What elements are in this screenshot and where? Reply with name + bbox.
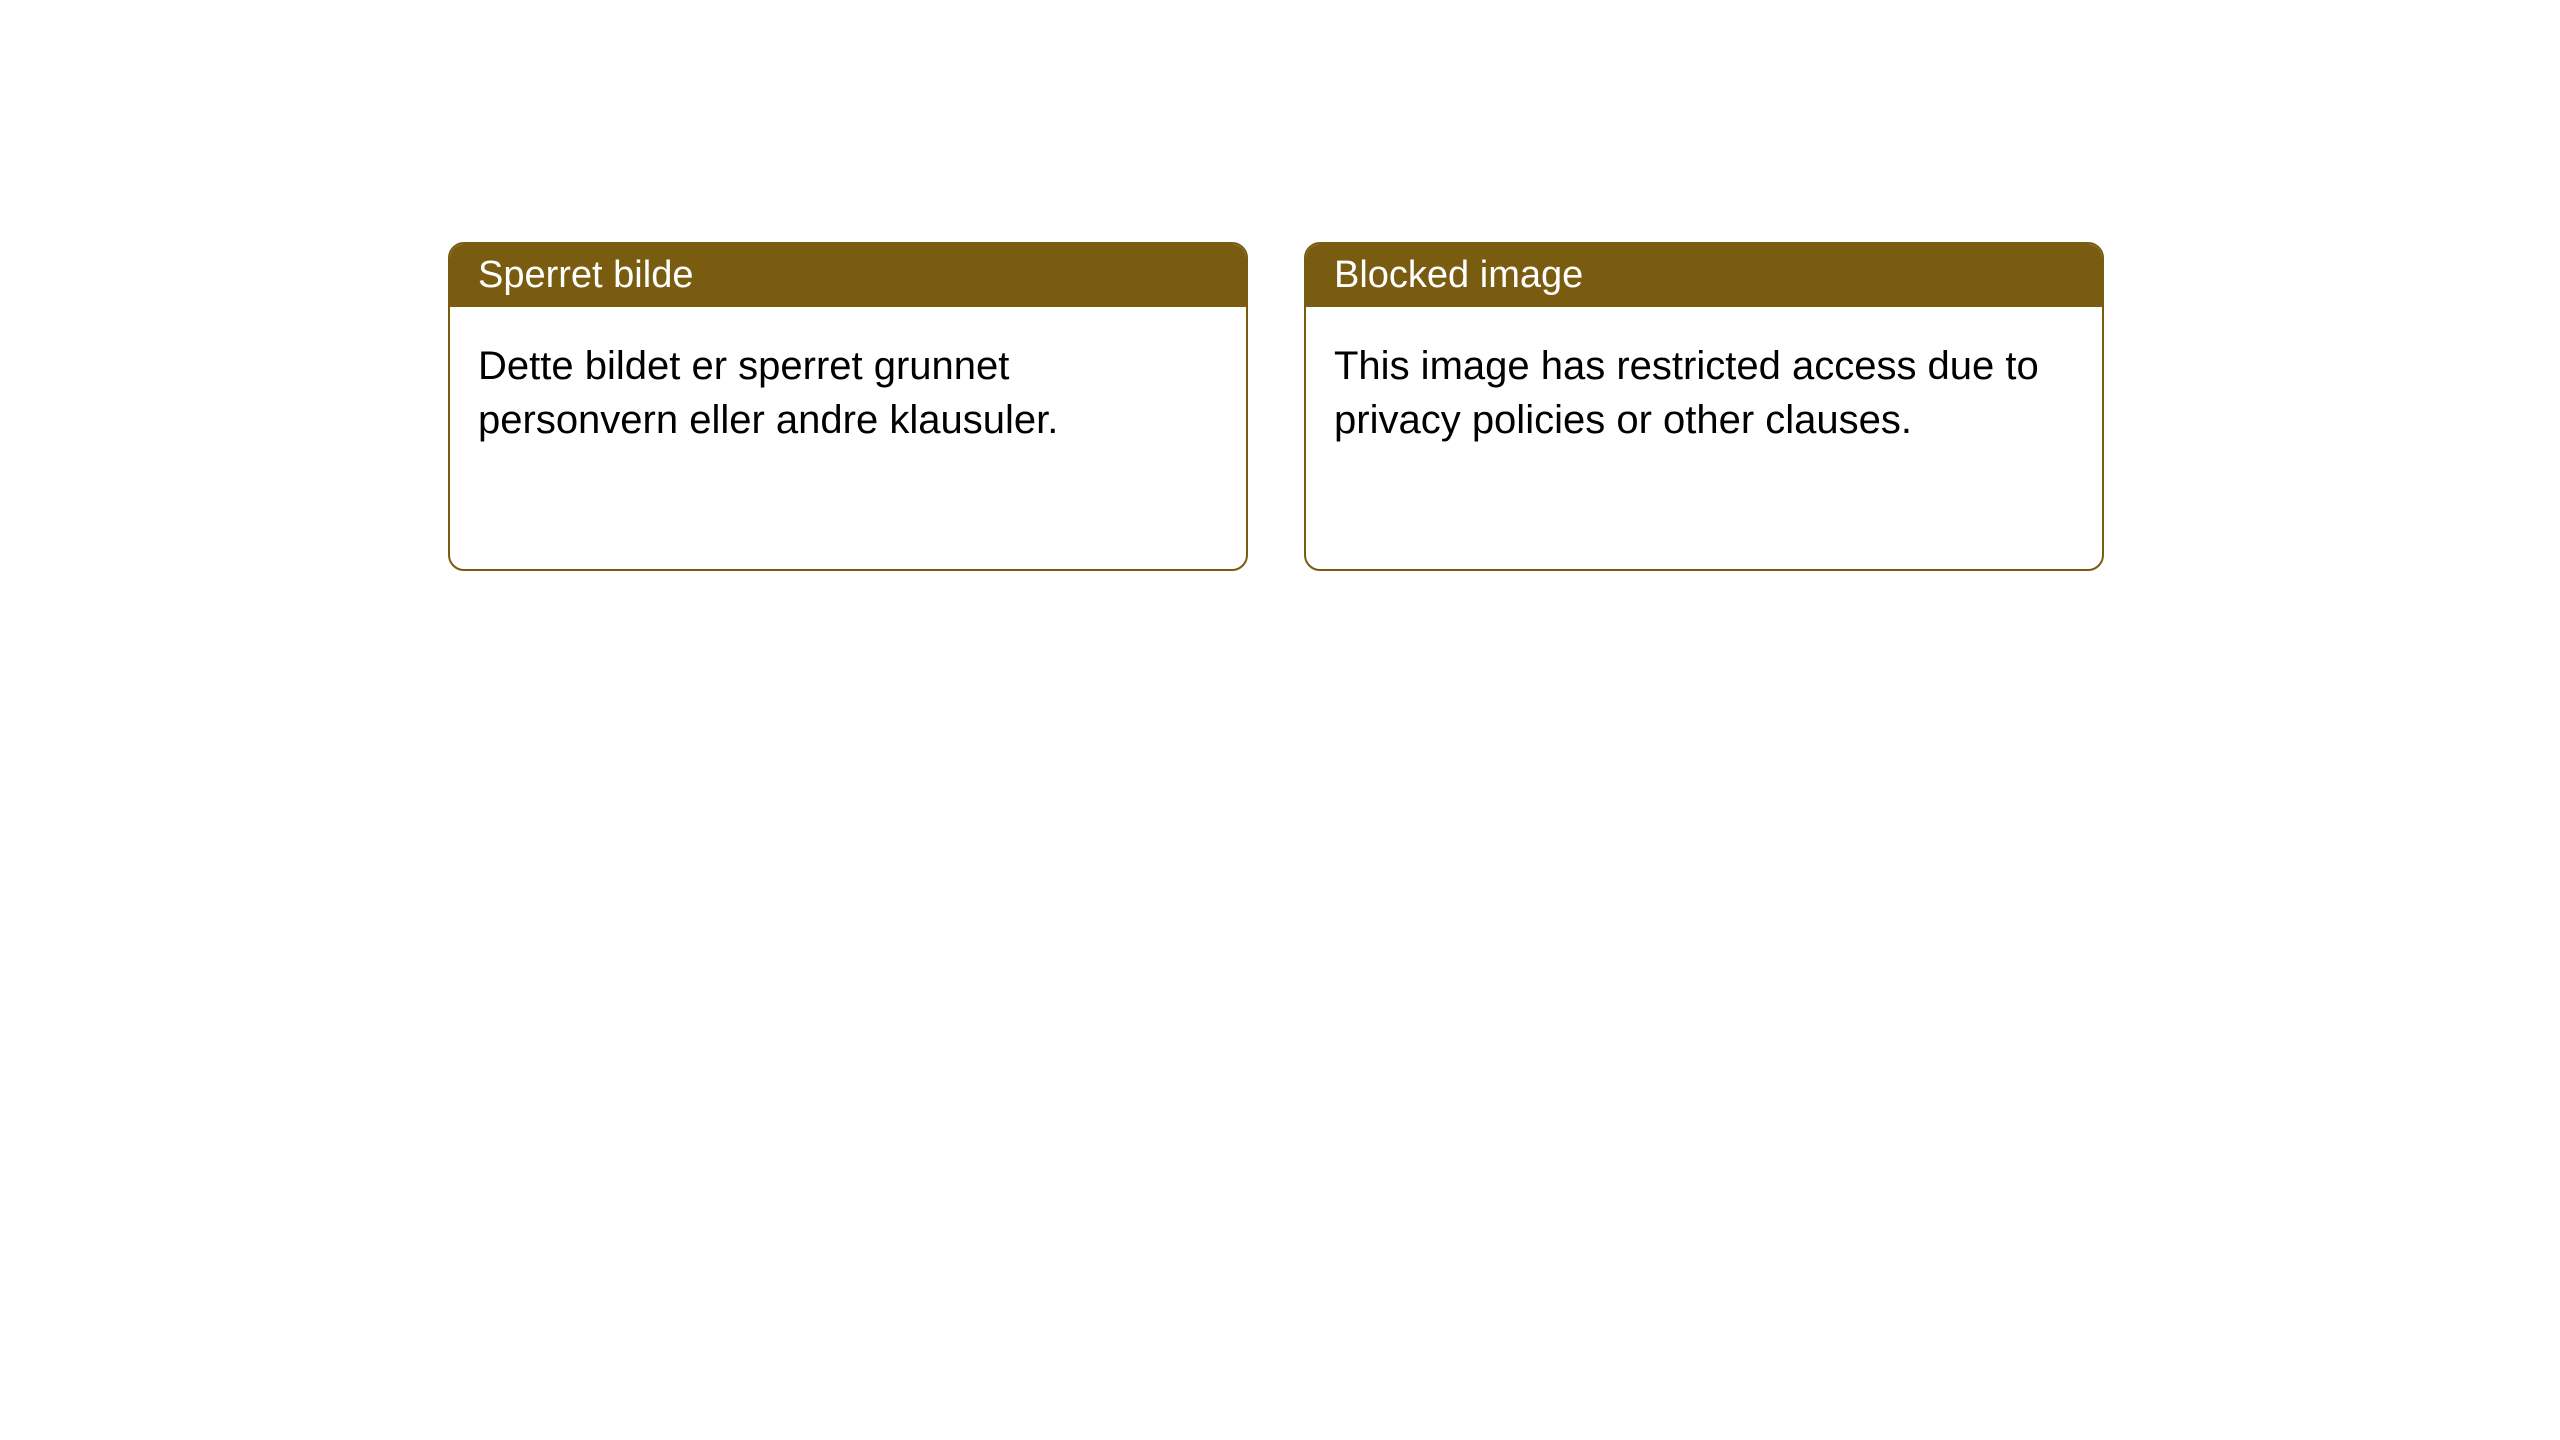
notice-container: Sperret bilde Dette bildet er sperret gr…: [0, 0, 2560, 571]
notice-header-english: Blocked image: [1306, 244, 2102, 307]
notice-body-english: This image has restricted access due to …: [1306, 307, 2102, 569]
notice-header-norwegian: Sperret bilde: [450, 244, 1246, 307]
notice-body-norwegian: Dette bildet er sperret grunnet personve…: [450, 307, 1246, 569]
notice-box-norwegian: Sperret bilde Dette bildet er sperret gr…: [448, 242, 1248, 571]
notice-box-english: Blocked image This image has restricted …: [1304, 242, 2104, 571]
